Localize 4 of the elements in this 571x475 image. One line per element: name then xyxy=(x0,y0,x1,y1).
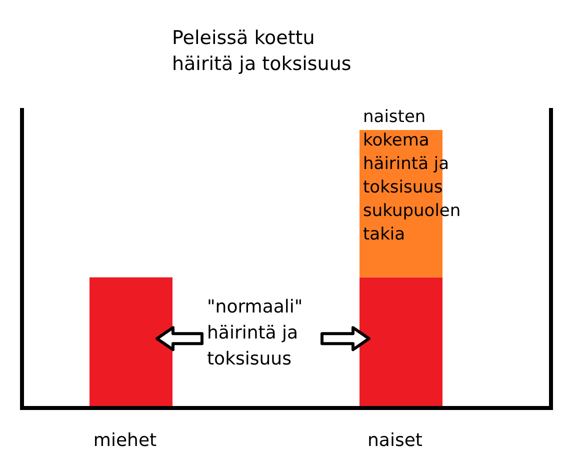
chart-title: Peleissä koettu häiritä ja toksisuus xyxy=(172,27,352,75)
x-tick-label: naiset xyxy=(368,430,422,451)
series-label: "normaali" häirintä ja toksisuus xyxy=(207,296,303,370)
x-tick-label: miehet xyxy=(93,430,157,451)
